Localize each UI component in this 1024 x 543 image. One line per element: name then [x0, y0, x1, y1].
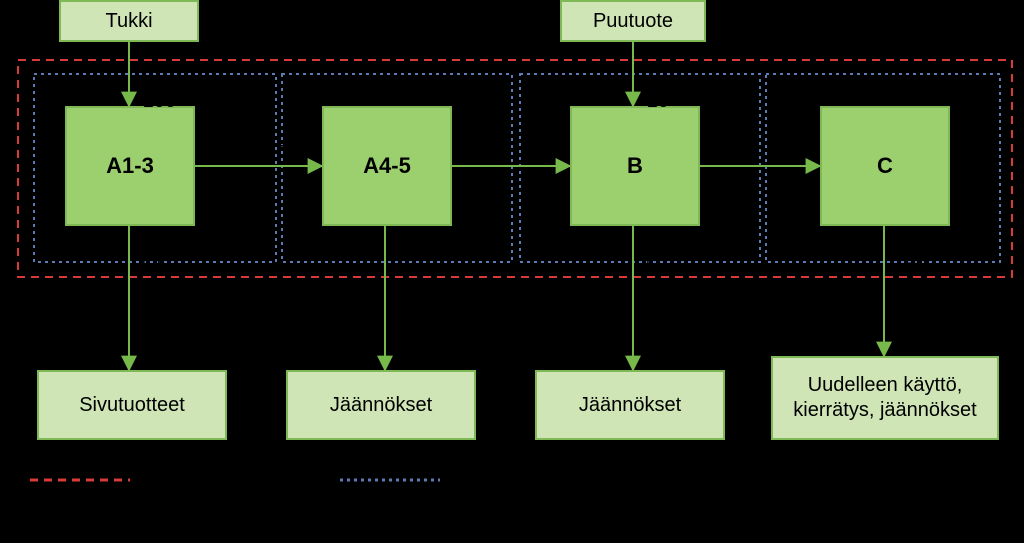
stage-label: C: [877, 152, 893, 180]
output-box-jaannokset1: Jäännökset: [286, 370, 476, 440]
stage-box-B: B: [570, 106, 700, 226]
output-box-label: Jäännökset: [579, 393, 681, 418]
output-box-label: Sivutuotteet: [79, 393, 185, 418]
value-label: +48: [704, 134, 738, 157]
output-box-jaannokset2: Jäännökset: [535, 370, 725, 440]
value-label: +50: [199, 134, 233, 157]
diagram-canvas: Tukki Puutuote A1-3 A4-5 B C Sivutuotteet Jä…: [0, 0, 1024, 543]
input-box-tukki: Tukki: [59, 0, 199, 42]
value-label: -48: [778, 134, 807, 157]
value-label: +50: [138, 250, 172, 273]
input-box-puutuote-label: Puutuote: [593, 9, 673, 34]
value-label: -100: [136, 90, 176, 113]
input-box-puutuote: Puutuote: [560, 0, 706, 42]
input-box-tukki-label: Tukki: [105, 9, 152, 34]
output-box-label: Jäännökset: [330, 393, 432, 418]
output-box-uudelleen: Uudelleen käyttö, kierrätys, jäännökset: [771, 356, 999, 440]
value-label: -45: [528, 134, 557, 157]
stage-label: A1-3: [106, 152, 154, 180]
value-label: -50: [280, 134, 309, 157]
stage-label: A4-5: [363, 152, 411, 180]
value-label: +48: [893, 250, 927, 273]
output-box-label: Uudelleen käyttö, kierrätys, jäännökset: [783, 373, 987, 423]
stage-box-C: C: [820, 106, 950, 226]
output-box-sivutuotteet: Sivutuotteet: [37, 370, 227, 440]
value-label: +5: [394, 250, 417, 273]
value-label: -10: [640, 90, 669, 113]
stage-box-A4-5: A4-5: [322, 106, 452, 226]
value-label: +45: [456, 134, 490, 157]
value-label: +7: [642, 250, 665, 273]
stage-label: B: [627, 152, 643, 180]
stage-box-A1-3: A1-3: [65, 106, 195, 226]
